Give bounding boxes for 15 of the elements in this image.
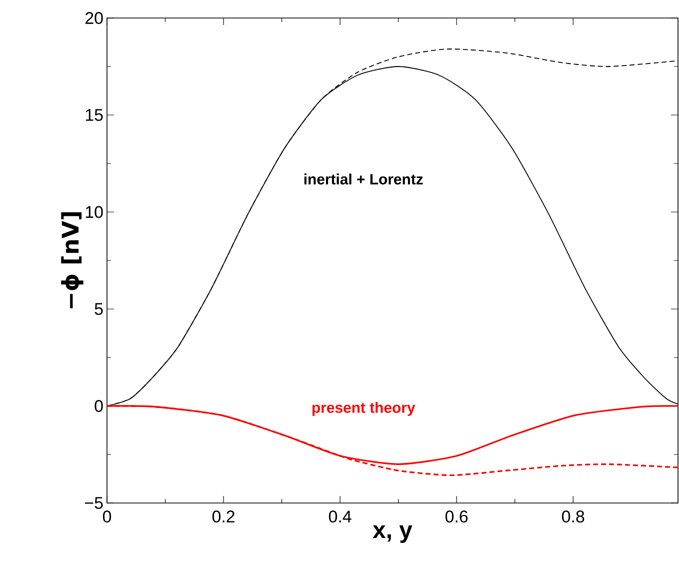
x-tick-label: 0 — [102, 510, 112, 523]
y-tick-label: 15 — [86, 109, 103, 121]
x-tick-label: 0.6 — [445, 510, 468, 523]
y-tick-label: 20 — [86, 12, 103, 24]
x-axis-title: x, y — [372, 525, 412, 543]
y-tick-label: 5 — [94, 303, 103, 315]
x-tick-label: 0.4 — [328, 510, 352, 523]
x-tick-label: 0.8 — [562, 510, 584, 523]
y-tick-label: −5 — [85, 497, 103, 509]
y-tick-label: 0 — [94, 400, 103, 412]
x-tick-label: 0.2 — [212, 510, 234, 523]
annotation: inertial + Lorentz — [304, 174, 423, 184]
y-tick-label: 10 — [86, 206, 103, 218]
y-axis-title: −ϕ [nV] — [61, 212, 84, 308]
annotation: present theory — [312, 402, 416, 416]
